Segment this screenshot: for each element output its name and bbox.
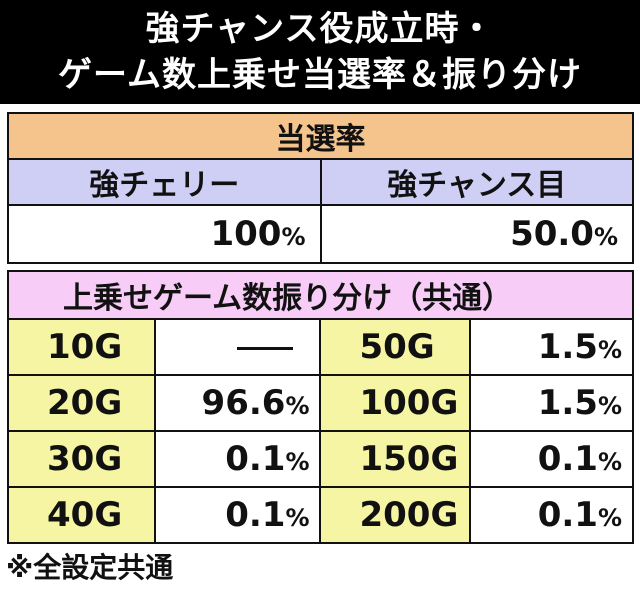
games-rate: 96.6% <box>153 374 322 432</box>
games-label: 50G <box>319 318 471 376</box>
games-label: 10G <box>7 318 156 376</box>
games-rate: 1.5% <box>468 318 634 376</box>
distribution-body: 10G 50G 1.5% 20G 96.6% 100G 1.5% 30G 0.1% 150G 0.1… <box>7 318 634 544</box>
win-rate-header: 当選率 <box>7 112 634 160</box>
dash-mark <box>237 347 294 350</box>
games-rate: 0.1% <box>468 486 634 544</box>
games-label: 200G <box>319 486 471 544</box>
games-rate: 1.5% <box>468 374 634 432</box>
distribution-table: 上乗せゲーム数振り分け（共通） 10G 50G 1.5% 20G 96.6% 100G 1.… <box>7 270 634 544</box>
games-label: 30G <box>7 430 156 488</box>
table-row: 20G 96.6% 100G 1.5% <box>7 374 634 432</box>
column-strong-chance: 強チャンス目 <box>319 158 634 206</box>
page-title: 強チャンス役成立時・ ゲーム数上乗せ当選率＆振り分け <box>0 0 640 104</box>
games-label: 40G <box>7 486 156 544</box>
title-line-1: 強チャンス役成立時・ <box>145 9 495 49</box>
table-row: 30G 0.1% 150G 0.1% <box>7 430 634 488</box>
table-row: 10G 50G 1.5% <box>7 318 634 376</box>
games-rate: 0.1% <box>153 486 322 544</box>
games-label: 150G <box>319 430 471 488</box>
title-line-2: ゲーム数上乗せ当選率＆振り分け <box>58 55 582 95</box>
column-strong-cherry: 強チェリー <box>7 158 322 206</box>
footnote: ※全設定共通 <box>6 551 174 584</box>
distribution-header: 上乗せゲーム数振り分け（共通） <box>7 270 634 320</box>
games-label: 100G <box>319 374 471 432</box>
strong-chance-rate: 50.0% <box>319 204 634 264</box>
strong-cherry-rate: 100% <box>7 204 322 264</box>
table-row: 40G 0.1% 200G 0.1% <box>7 486 634 544</box>
games-rate: 0.1% <box>153 430 322 488</box>
games-rate: 0.1% <box>468 430 634 488</box>
games-label: 20G <box>7 374 156 432</box>
games-rate <box>153 318 322 376</box>
win-rate-table: 当選率 強チェリー 強チャンス目 100% 50.0% <box>7 112 634 264</box>
